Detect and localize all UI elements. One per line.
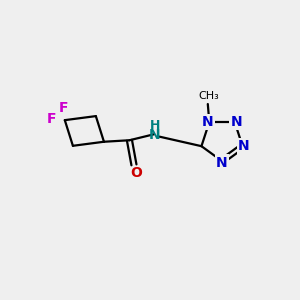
Text: F: F (46, 112, 56, 126)
Text: H: H (149, 119, 160, 132)
Text: CH₃: CH₃ (198, 91, 219, 100)
Text: N: N (149, 128, 161, 142)
Text: O: O (130, 166, 142, 180)
Text: N: N (230, 115, 242, 129)
Text: N: N (202, 115, 214, 129)
Text: N: N (216, 156, 228, 170)
Text: N: N (238, 139, 250, 153)
Text: F: F (58, 100, 68, 115)
